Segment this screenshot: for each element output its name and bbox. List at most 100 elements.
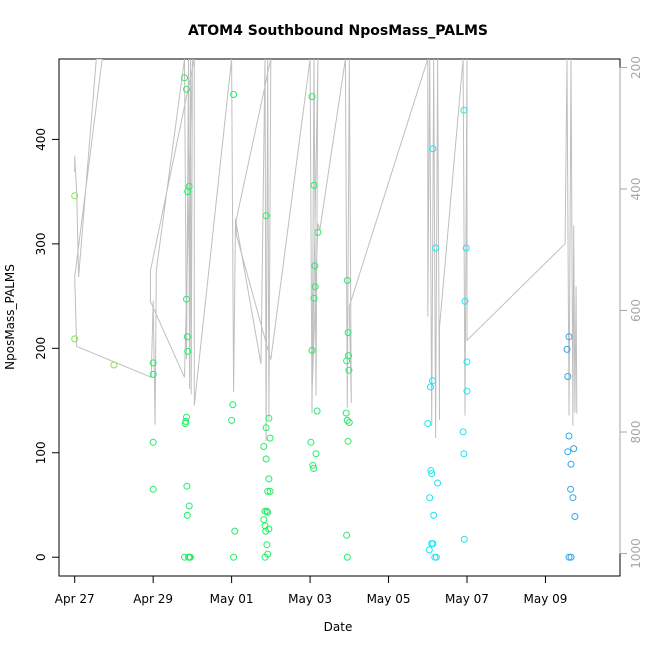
data-point: [260, 516, 268, 524]
data-point: [463, 387, 471, 395]
data-point: [181, 74, 188, 82]
data-point: [308, 346, 316, 354]
data-point: [183, 413, 190, 421]
data-point: [183, 333, 191, 341]
y2-tick-label: 600: [629, 299, 643, 322]
data-point: [310, 181, 318, 189]
data-point: [565, 432, 573, 440]
data-point: [110, 361, 118, 369]
data-point: [571, 513, 579, 520]
y-tick-label: 400: [34, 128, 48, 151]
data-point: [425, 546, 433, 554]
data-point: [563, 345, 571, 353]
data-point: [261, 553, 269, 561]
data-point: [263, 507, 271, 515]
data-point: [427, 383, 434, 391]
data-point: [345, 366, 353, 374]
x-tick-label: Apr 27: [55, 592, 95, 606]
data-point: [461, 297, 469, 305]
data-point: [266, 434, 274, 442]
data-point: [263, 541, 271, 549]
data-point: [343, 357, 351, 365]
data-point: [460, 106, 468, 114]
x-axis: Apr 27 Apr 29 May 01 May 03 May 05 May 07 May …: [55, 575, 568, 606]
data-point: [429, 145, 437, 153]
y-tick-label: 100: [34, 441, 48, 464]
data-point: [309, 461, 317, 469]
data-point: [434, 479, 442, 487]
data-point: [314, 228, 322, 236]
data-point: [567, 485, 575, 493]
data-point: [432, 553, 440, 561]
data-point: [183, 511, 191, 519]
x-tick-label: May 07: [445, 592, 489, 606]
data-point: [181, 420, 189, 427]
data-point: [344, 329, 352, 337]
x-axis-label: Date: [324, 620, 353, 634]
data-point: [149, 438, 157, 446]
data-point: [345, 419, 353, 426]
x-tick-label: May 03: [288, 592, 332, 606]
data-point: [184, 347, 192, 355]
data-point: [429, 540, 437, 548]
data-point: [262, 455, 270, 463]
data-point: [460, 450, 468, 458]
data-point: [231, 527, 239, 535]
data-point: [230, 553, 238, 561]
data-point: [230, 91, 238, 98]
data-point: [430, 511, 438, 519]
data-point: [429, 377, 436, 385]
data-point: [183, 85, 190, 93]
line-series: [74, 59, 578, 442]
x-tick-label: May 01: [210, 592, 254, 606]
y2-tick-label: 200: [629, 56, 643, 79]
y-axis-left: 0 100 200 300 400: [34, 128, 60, 561]
data-point: [185, 502, 193, 510]
data-point: [567, 553, 575, 561]
data-point: [265, 475, 273, 483]
data-point: [459, 428, 467, 436]
data-point: [432, 244, 440, 252]
x-tick-label: May 05: [367, 592, 411, 606]
scatter-points: [71, 74, 579, 561]
data-point: [343, 553, 351, 561]
data-point: [343, 416, 351, 424]
data-point: [186, 553, 194, 561]
data-point: [228, 416, 236, 424]
data-point: [264, 487, 272, 495]
data-point: [428, 470, 436, 478]
data-point: [183, 482, 191, 490]
data-point: [311, 262, 319, 270]
chart-title: ATOM4 Southbound NposMass_PALMS: [188, 23, 488, 39]
y-tick-label: 300: [34, 232, 48, 255]
data-point: [565, 553, 573, 561]
data-point: [567, 460, 575, 468]
data-point: [312, 450, 320, 458]
data-point: [570, 445, 578, 453]
x-tick-label: May 09: [524, 592, 568, 606]
data-point: [565, 333, 573, 341]
data-point: [264, 508, 272, 516]
data-point: [185, 182, 193, 190]
data-point: [342, 409, 350, 417]
data-point: [266, 487, 274, 495]
data-point: [426, 494, 434, 502]
data-point: [424, 420, 432, 427]
y-axis-right: 200 400 600 800 1000: [619, 56, 643, 569]
data-point: [71, 192, 79, 200]
data-point: [265, 414, 273, 422]
data-point: [343, 276, 351, 284]
data-point: [71, 335, 79, 343]
plot-area: [58, 58, 621, 577]
y-tick-label: 0: [34, 553, 48, 561]
x-tick-label: Apr 29: [133, 592, 173, 606]
y-tick-label: 200: [34, 337, 48, 360]
data-point: [344, 437, 352, 445]
data-point: [262, 424, 270, 432]
data-point: [229, 401, 237, 409]
data-point: [262, 527, 270, 535]
y2-tick-label: 400: [629, 178, 643, 201]
data-point: [260, 443, 268, 450]
data-point: [427, 467, 435, 474]
